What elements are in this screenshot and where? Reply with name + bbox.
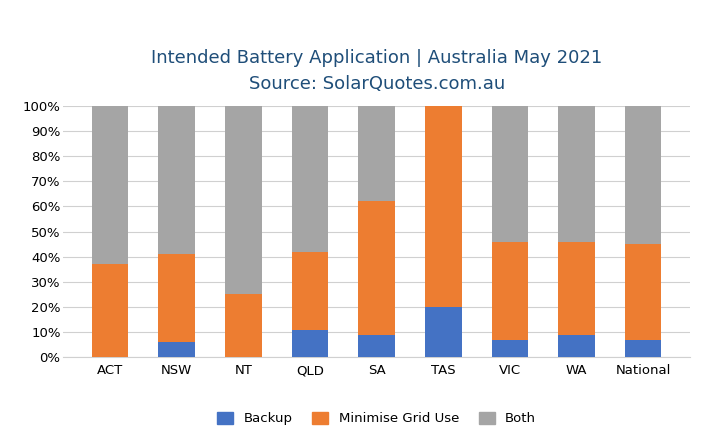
- Bar: [558, 106, 595, 242]
- Title: Intended Battery Application | Australia May 2021
Source: SolarQuotes.com.au: Intended Battery Application | Australia…: [151, 49, 602, 93]
- Bar: [158, 106, 195, 254]
- Bar: [425, 106, 462, 307]
- Bar: [624, 106, 662, 244]
- Bar: [558, 335, 595, 357]
- Bar: [291, 252, 328, 329]
- Bar: [158, 254, 195, 342]
- Bar: [358, 106, 395, 202]
- Bar: [225, 106, 262, 295]
- Bar: [358, 335, 395, 357]
- Bar: [491, 242, 528, 340]
- Bar: [358, 202, 395, 335]
- Bar: [291, 329, 328, 357]
- Bar: [92, 264, 129, 357]
- Bar: [558, 242, 595, 335]
- Bar: [491, 106, 528, 242]
- Bar: [225, 295, 262, 357]
- Legend: Backup, Minimise Grid Use, Both: Backup, Minimise Grid Use, Both: [212, 407, 541, 430]
- Bar: [291, 106, 328, 252]
- Bar: [491, 340, 528, 357]
- Bar: [92, 106, 129, 264]
- Bar: [624, 340, 662, 357]
- Bar: [624, 244, 662, 340]
- Bar: [425, 307, 462, 357]
- Bar: [158, 342, 195, 357]
